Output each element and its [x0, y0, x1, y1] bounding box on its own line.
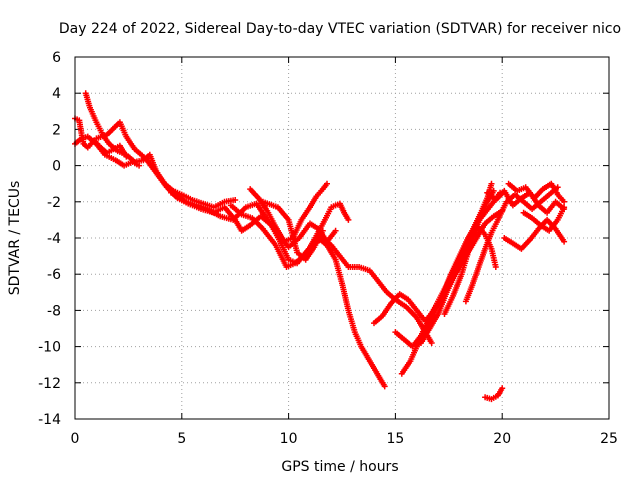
y-tick-label: -12 [38, 376, 61, 392]
y-tick-label: 6 [52, 50, 61, 66]
y-tick-label: -14 [38, 412, 61, 428]
data-point [561, 198, 568, 205]
y-tick-label: 2 [52, 122, 61, 138]
y-tick-label: -4 [47, 231, 61, 247]
data-series [72, 90, 568, 403]
y-tick-label: 4 [52, 86, 61, 102]
data-point [324, 180, 330, 187]
plot-frame [74, 56, 610, 420]
y-tick-label: -8 [47, 303, 61, 319]
series-arc-21 [482, 385, 506, 403]
data-point [561, 238, 568, 245]
data-point [428, 340, 435, 346]
data-point [488, 180, 495, 187]
series-arc-7 [260, 198, 326, 263]
y-tick-label: -2 [47, 195, 61, 211]
data-point [490, 187, 497, 194]
series-arc-18 [505, 180, 568, 205]
x-tick-label: 20 [493, 431, 511, 447]
data-point [332, 227, 339, 234]
data-point [232, 197, 239, 203]
x-tick-label: 25 [600, 431, 618, 447]
x-tick-label: 0 [71, 431, 80, 447]
x-tick-label: 15 [386, 431, 404, 447]
y-tick-label: -6 [47, 267, 61, 283]
data-point [345, 216, 352, 223]
y-tick-label: 0 [52, 159, 61, 175]
y-axis-label: SDTVAR / TECUs [7, 181, 23, 296]
x-axis-label: GPS time / hours [281, 459, 398, 475]
y-tick-label: -10 [38, 340, 61, 356]
data-point [499, 385, 506, 392]
series-arc-2 [72, 133, 143, 169]
series-arc-20 [520, 204, 568, 234]
tick-labels: 0 5 10 15 20 25 -14 -12 -10 -8 -6 -4 -2 0 2 4 6 [38, 50, 618, 447]
data-point [561, 204, 568, 211]
series-arc-8 [227, 200, 352, 270]
x-tick-label: 10 [280, 431, 298, 447]
series-arc-14 [392, 180, 495, 350]
data-point [492, 264, 499, 270]
chart-title: Day 224 of 2022, Sidereal Day-to-day VTE… [59, 21, 621, 37]
data-point [381, 383, 388, 390]
x-tick-label: 5 [177, 431, 186, 447]
series-arc-10 [317, 236, 388, 390]
